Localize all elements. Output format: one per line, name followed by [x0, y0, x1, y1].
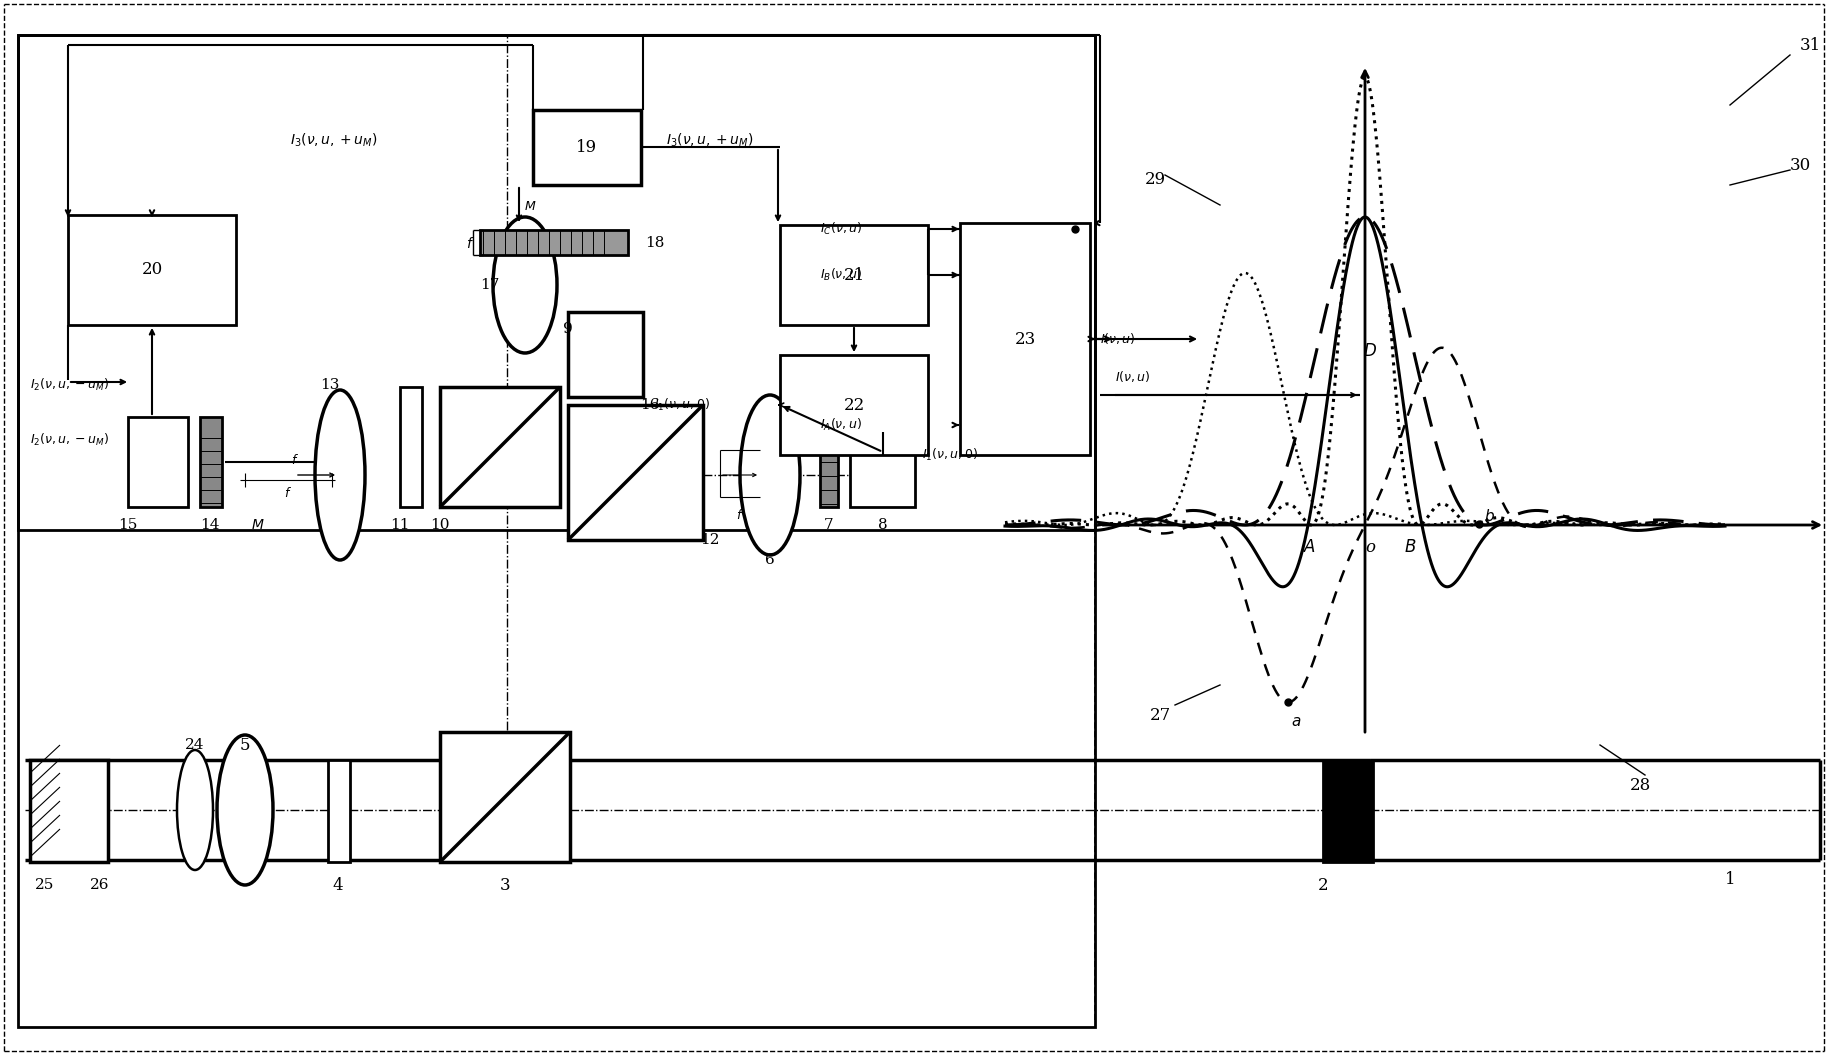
Bar: [1323, 760, 1373, 862]
Text: $I_A(\nu,u)$: $I_A(\nu,u)$: [821, 417, 863, 433]
Text: 6: 6: [766, 553, 775, 567]
Bar: [569, 312, 643, 397]
Bar: [128, 417, 188, 507]
Text: 27: 27: [1150, 707, 1170, 724]
Text: 8: 8: [877, 518, 888, 532]
Text: $D$: $D$: [1364, 343, 1376, 360]
Ellipse shape: [314, 390, 366, 560]
Text: $I_B(\nu,u)$: $I_B(\nu,u)$: [821, 267, 863, 283]
Bar: [18, 35, 1095, 530]
Text: $f$: $f$: [283, 486, 292, 500]
Text: $A$: $A$: [1303, 538, 1316, 556]
Text: 2: 2: [1318, 877, 1329, 894]
Bar: [29, 760, 108, 862]
Text: $I_3(\nu,u,+u_M)$: $I_3(\nu,u,+u_M)$: [665, 131, 753, 149]
Text: 7: 7: [824, 518, 834, 532]
Text: 22: 22: [843, 397, 865, 414]
Text: $I_2(\nu,u,-u_M)$: $I_2(\nu,u,-u_M)$: [29, 377, 110, 394]
Bar: [199, 417, 221, 507]
Text: $I_2(\nu,u,-u_M)$: $I_2(\nu,u,-u_M)$: [29, 431, 110, 448]
Text: 14: 14: [201, 518, 219, 532]
Text: 20: 20: [141, 262, 163, 279]
Ellipse shape: [177, 750, 214, 870]
Text: 1: 1: [1724, 871, 1735, 888]
Bar: [400, 387, 422, 507]
Text: 16: 16: [640, 398, 660, 413]
Text: $f$: $f$: [291, 453, 300, 467]
Text: 29: 29: [1144, 172, 1166, 189]
Text: o: o: [1366, 538, 1375, 556]
Text: $b$: $b$: [1484, 509, 1495, 524]
Text: 12: 12: [700, 533, 720, 546]
Text: $I(\nu,u)$: $I(\nu,u)$: [1115, 369, 1150, 384]
Text: 11: 11: [389, 518, 409, 532]
Text: 31: 31: [1799, 37, 1821, 54]
Text: 21: 21: [843, 267, 865, 284]
Text: $M$: $M$: [525, 200, 536, 213]
Text: 5: 5: [239, 736, 250, 753]
Bar: [441, 732, 570, 862]
Text: 28: 28: [1629, 776, 1651, 793]
Text: 26: 26: [90, 878, 110, 891]
Text: 15: 15: [119, 518, 137, 532]
Ellipse shape: [494, 217, 558, 353]
Ellipse shape: [218, 735, 272, 885]
Bar: [781, 354, 929, 455]
Text: $I(\nu,u)$: $I(\nu,u)$: [1100, 331, 1135, 346]
Text: 19: 19: [576, 138, 598, 155]
Text: 18: 18: [645, 236, 664, 250]
Bar: [481, 230, 629, 255]
Bar: [327, 760, 349, 862]
Text: 10: 10: [430, 518, 450, 532]
Bar: [960, 223, 1089, 455]
Bar: [821, 442, 837, 507]
Text: $I_1(\nu,u,0)$: $I_1(\nu,u,0)$: [921, 447, 978, 463]
Text: $f$: $f$: [466, 235, 473, 250]
Bar: [18, 35, 1095, 1027]
Text: $B$: $B$: [1404, 538, 1417, 556]
Bar: [68, 215, 236, 325]
Bar: [850, 431, 916, 507]
Bar: [569, 405, 704, 540]
Text: 13: 13: [320, 378, 340, 392]
Ellipse shape: [740, 395, 801, 555]
Text: 30: 30: [1790, 156, 1810, 173]
Text: $M$: $M$: [250, 518, 265, 532]
Text: $I_3(\nu,u,+u_M)$: $I_3(\nu,u,+u_M)$: [291, 131, 378, 149]
Text: $a$: $a$: [1291, 715, 1302, 729]
Text: 24: 24: [185, 738, 205, 752]
Text: 3: 3: [499, 877, 510, 894]
Bar: [569, 338, 623, 394]
Text: 17: 17: [481, 279, 499, 292]
Bar: [781, 225, 929, 325]
Text: 4: 4: [333, 877, 344, 894]
Text: $I_C(\nu,u)$: $I_C(\nu,u)$: [821, 220, 863, 237]
Text: 25: 25: [35, 878, 55, 891]
Text: 9: 9: [563, 322, 572, 335]
Text: $f$: $f$: [737, 509, 744, 522]
Text: 23: 23: [1015, 330, 1036, 347]
Bar: [534, 110, 642, 185]
Bar: [441, 387, 559, 507]
Text: $I_1(\nu,u,0)$: $I_1(\nu,u,0)$: [654, 397, 709, 414]
